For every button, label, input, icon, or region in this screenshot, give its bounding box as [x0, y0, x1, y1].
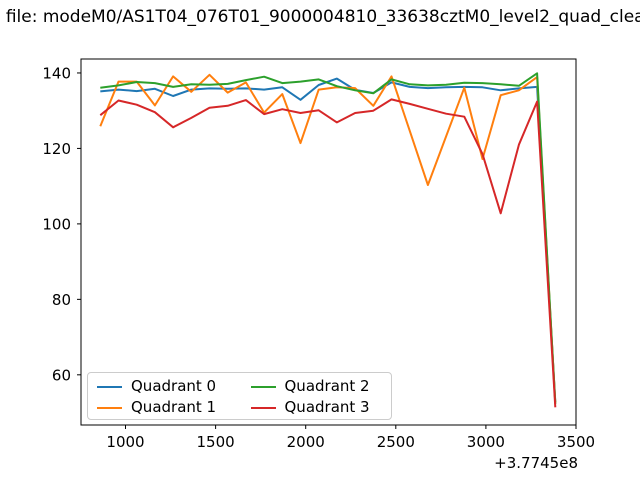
y-tick-label: 120 — [42, 140, 71, 158]
legend-label-quadrant-0: Quadrant 0 — [131, 377, 217, 395]
legend-item-quadrant-1: Quadrant 1 — [97, 400, 229, 415]
series-line-quadrant-3 — [99, 98, 557, 408]
x-tick-label: 1000 — [106, 433, 144, 451]
figure-title: a file: modeM0/AS1T04_076T01_9000004810_… — [0, 7, 640, 27]
legend-item-quadrant-2: Quadrant 2 — [250, 377, 383, 395]
x-tick-label: 2000 — [287, 433, 325, 451]
legend-label-quadrant-2: Quadrant 2 — [284, 377, 370, 395]
y-tick-label: 100 — [42, 215, 71, 233]
axes-spines — [80, 58, 577, 426]
legend-item-quadrant-3: Quadrant 3 — [250, 398, 383, 416]
x-tick-label: 3500 — [557, 433, 595, 451]
series-line-quadrant-0 — [100, 77, 557, 403]
legend-label-quadrant-1: Quadrant 1 — [131, 398, 217, 416]
legend-line-swatch-quadrant-2 — [250, 385, 276, 388]
legend-label-quadrant-3: Quadrant 3 — [284, 398, 370, 416]
y-tick-label: 80 — [52, 291, 71, 309]
legend-item-quadrant-0: Quadrant 0 — [97, 379, 229, 394]
x-tick-label: 2500 — [377, 433, 415, 451]
x-axis-offset-label: +3.7745e8 — [494, 454, 578, 472]
y-tick-label: 140 — [42, 64, 71, 82]
x-tick-label: 3000 — [467, 433, 505, 451]
y-tick-label: 60 — [52, 366, 71, 384]
x-tick-label: 1500 — [197, 433, 235, 451]
series-line-quadrant-2 — [100, 72, 557, 404]
chart-legend: Quadrant 0 Quadrant 1 Quadrant 2 Quadrant 3 — [87, 372, 392, 420]
legend-line-swatch-quadrant-3 — [250, 406, 276, 409]
legend-line-swatch-quadrant-1 — [97, 406, 122, 409]
legend-line-swatch-quadrant-0 — [97, 385, 122, 388]
